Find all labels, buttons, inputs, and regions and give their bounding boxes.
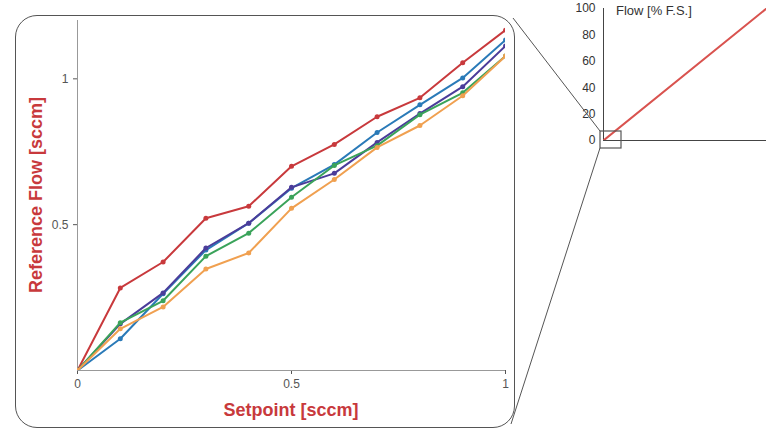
svg-text:100: 100 (575, 1, 595, 15)
svg-text:0: 0 (74, 377, 81, 391)
html-text:Setpoint [sccm]: Setpoint [sccm] (223, 400, 359, 420)
svg-text:1: 1 (62, 72, 69, 86)
html-text:Reference Flow [sccm]: Reference Flow [sccm] (26, 97, 46, 293)
html-text:Flow [% F.S.]: Flow [% F.S.] (616, 3, 692, 18)
svg-text:80: 80 (582, 28, 596, 42)
svg-text:1: 1 (502, 377, 509, 391)
svg-text:40: 40 (582, 81, 596, 95)
svg-text:60: 60 (582, 54, 596, 68)
svg-text:0: 0 (589, 133, 596, 147)
svg-text:20: 20 (582, 107, 596, 121)
svg-text:0.5: 0.5 (283, 377, 300, 391)
svg-text:0.5: 0.5 (52, 218, 69, 232)
